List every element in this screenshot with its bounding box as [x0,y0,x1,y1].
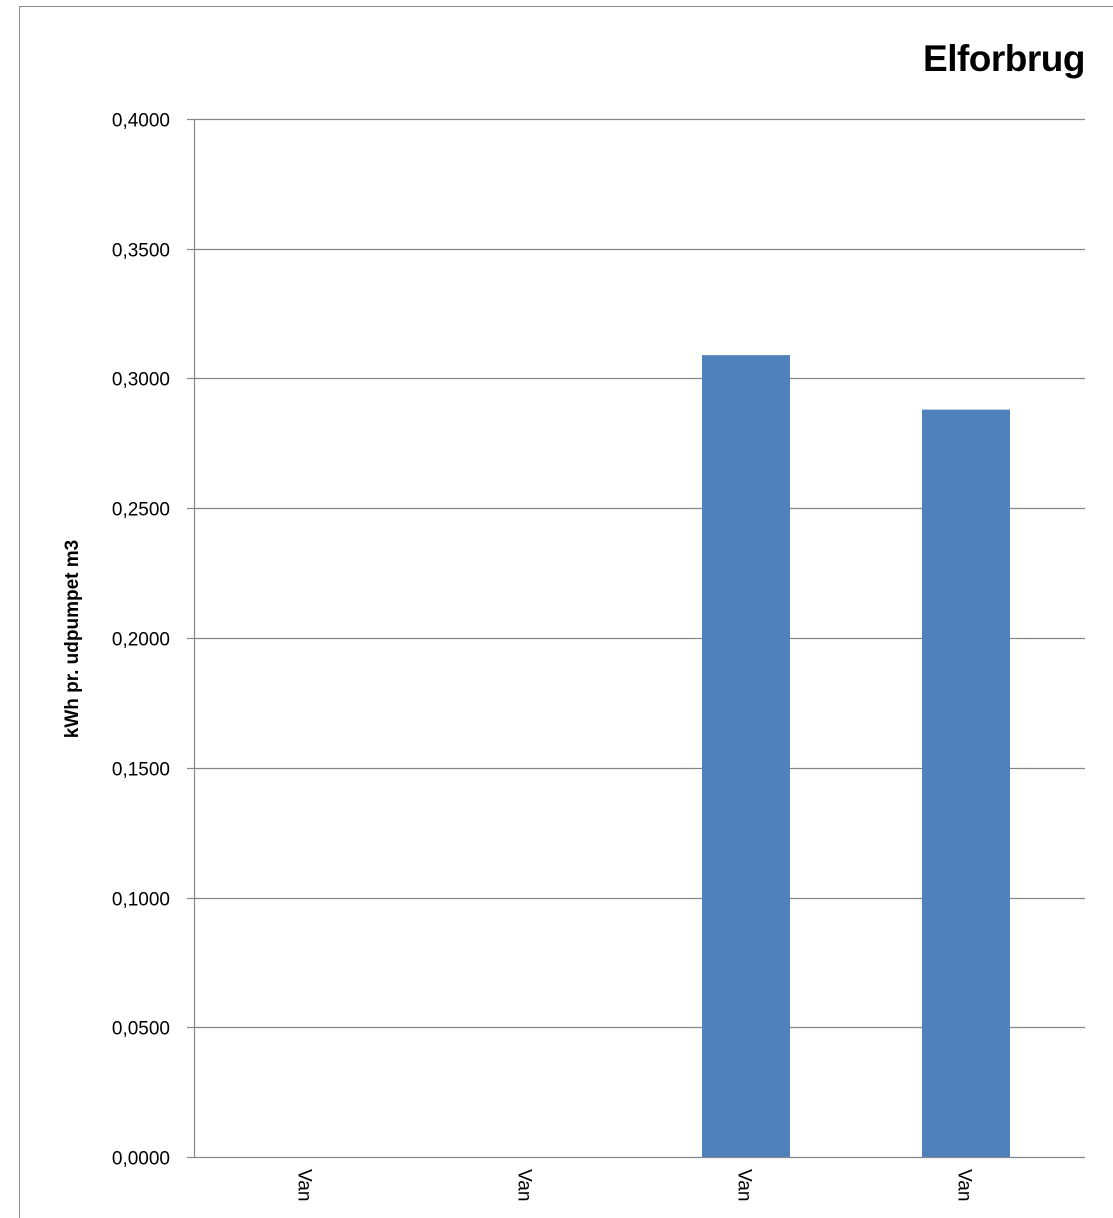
x-tick-label: Van [514,1169,535,1201]
y-tick-label: 0,3000 [112,370,170,391]
x-tick-label: Van [954,1169,975,1201]
y-tick-label: 0,0000 [112,1149,170,1170]
y-tick-label: 0,4000 [112,111,170,132]
bar [702,355,790,1157]
chart-title: Elforbrug [923,38,1085,79]
x-tick-label: Van [294,1169,315,1201]
y-tick-label: 0,1000 [112,890,170,911]
y-tick-label: 0,1500 [112,760,170,781]
x-tick-label: Van [734,1169,755,1201]
y-tick-label: 0,3500 [112,241,170,262]
chart-border [19,6,1113,1218]
bar [922,409,1010,1157]
y-tick-label: 0,0500 [112,1019,170,1040]
y-tick-label: 0,2000 [112,630,170,651]
y-tick-label: 0,2500 [112,500,170,521]
